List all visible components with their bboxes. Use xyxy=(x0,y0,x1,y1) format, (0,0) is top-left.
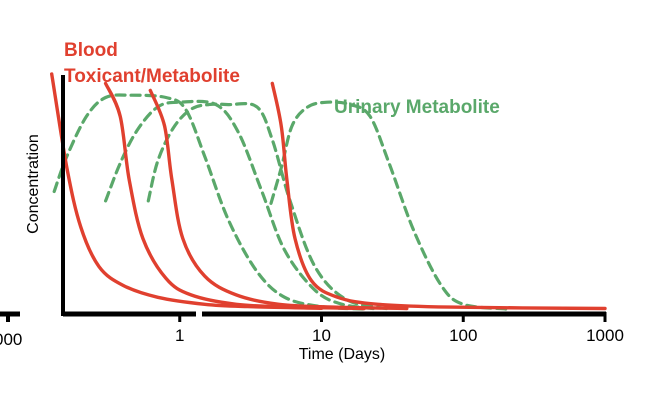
urinary-label: Urinary Metabolite xyxy=(334,97,500,118)
blood-label-line2: Toxicant/Metabolite xyxy=(64,66,240,87)
axes xyxy=(0,75,606,322)
x-tick-label: 1 xyxy=(175,326,184,345)
blood-toxicant-series xyxy=(103,81,366,311)
x-tick-label: 1000 xyxy=(586,326,624,345)
x-tick-label: 100 xyxy=(449,326,477,345)
y-axis-title: Concentration xyxy=(25,134,42,234)
urinary-metabolite-series xyxy=(104,99,380,311)
series-layer xyxy=(50,72,607,311)
blood-toxicant-series xyxy=(148,88,409,311)
blood-toxicant-series xyxy=(50,72,324,310)
x-axis-title: Time (Days) xyxy=(299,346,386,363)
urinary-metabolite-series xyxy=(52,93,366,311)
x-tick-label: 10 xyxy=(312,326,331,345)
clipped-x-tick-label: 000 xyxy=(0,330,22,349)
blood-label-line1: Blood xyxy=(64,40,118,61)
urinary-metabolite-series xyxy=(146,102,391,311)
urinary-metabolite-series xyxy=(269,100,508,311)
x-ticks: 1 10 100 1000 xyxy=(175,312,624,345)
blood-toxicant-series xyxy=(270,81,607,311)
